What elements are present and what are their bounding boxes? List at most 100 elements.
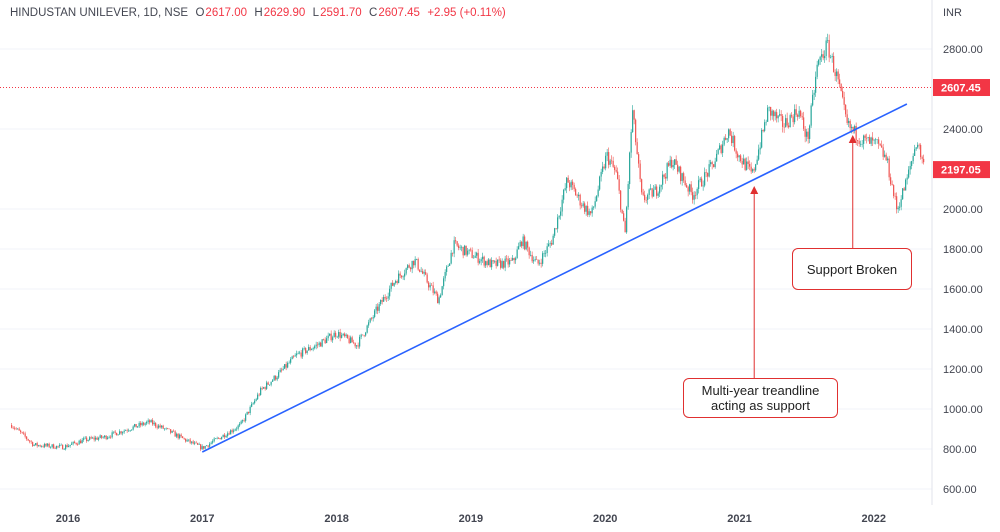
candle bbox=[381, 297, 383, 305]
candle bbox=[483, 255, 485, 268]
candle bbox=[324, 337, 326, 345]
candle bbox=[606, 148, 608, 162]
candle bbox=[461, 245, 463, 252]
candle bbox=[425, 269, 427, 276]
candle bbox=[90, 435, 92, 440]
y-tick-label: 600.00 bbox=[943, 484, 977, 496]
candle bbox=[533, 256, 535, 264]
y-tick-label: 1000.00 bbox=[943, 404, 983, 416]
trendline[interactable] bbox=[201, 103, 908, 453]
candle bbox=[864, 134, 866, 141]
candle bbox=[26, 435, 28, 441]
candle bbox=[342, 333, 344, 337]
candle bbox=[555, 228, 557, 230]
annotation-trendline-support[interactable]: Multi-year treandline acting as support bbox=[683, 378, 838, 418]
candle bbox=[192, 439, 194, 445]
candle bbox=[765, 119, 767, 126]
candle bbox=[686, 183, 688, 188]
candle bbox=[363, 334, 365, 338]
candle bbox=[335, 330, 337, 340]
candle bbox=[35, 442, 37, 446]
candle bbox=[525, 241, 527, 251]
candle bbox=[231, 428, 233, 434]
candle bbox=[504, 255, 506, 272]
last-price-label: 2197.05 bbox=[933, 161, 990, 179]
candle bbox=[683, 171, 685, 183]
candle bbox=[227, 431, 229, 438]
close-value: 2607.45 bbox=[378, 7, 420, 19]
candle bbox=[623, 210, 625, 222]
candle bbox=[641, 178, 643, 195]
candle bbox=[644, 190, 646, 203]
candle bbox=[725, 134, 727, 141]
candle bbox=[180, 433, 182, 438]
candle bbox=[908, 166, 910, 179]
candle bbox=[263, 386, 265, 389]
candle bbox=[204, 445, 206, 450]
candle bbox=[321, 338, 323, 348]
candle bbox=[462, 246, 464, 259]
candle bbox=[813, 89, 815, 101]
candle bbox=[62, 444, 64, 450]
candle bbox=[849, 119, 851, 132]
candle bbox=[41, 445, 43, 448]
candle bbox=[323, 338, 325, 341]
candle bbox=[378, 302, 380, 314]
candle bbox=[659, 184, 661, 198]
candle bbox=[713, 164, 715, 168]
candle bbox=[188, 439, 190, 442]
candle bbox=[776, 108, 778, 123]
candle bbox=[185, 438, 187, 443]
y-tick-label: 2400.00 bbox=[943, 124, 983, 136]
candle bbox=[561, 195, 563, 217]
time-axis[interactable]: 2016 2017 2018 2019 2020 2021 2022 bbox=[56, 513, 886, 525]
candle bbox=[780, 110, 782, 122]
candle bbox=[729, 128, 731, 137]
candle bbox=[819, 55, 821, 65]
candle bbox=[126, 428, 128, 433]
candle bbox=[29, 439, 31, 444]
candle bbox=[354, 342, 356, 349]
candle bbox=[183, 437, 185, 440]
candle bbox=[267, 381, 269, 386]
candle bbox=[506, 255, 508, 262]
candle bbox=[215, 438, 217, 440]
candle bbox=[386, 296, 388, 302]
price-axis[interactable]: 2800.00 2400.00 2000.00 1800.00 1600.00 1400.… bbox=[943, 44, 983, 496]
candle bbox=[690, 181, 692, 196]
candle bbox=[797, 113, 799, 121]
candle bbox=[221, 436, 223, 440]
candle bbox=[294, 353, 296, 357]
candle bbox=[80, 438, 82, 444]
candle bbox=[761, 128, 763, 149]
candle bbox=[675, 155, 677, 165]
candle bbox=[83, 436, 85, 442]
candle bbox=[344, 332, 346, 338]
candle bbox=[537, 259, 539, 266]
candle bbox=[576, 193, 578, 199]
candle bbox=[105, 435, 107, 441]
annotation-support-broken[interactable]: Support Broken bbox=[792, 248, 912, 290]
candle bbox=[575, 187, 577, 196]
candle bbox=[125, 429, 127, 431]
candle bbox=[515, 256, 517, 264]
candle bbox=[441, 285, 443, 296]
candle bbox=[782, 114, 784, 133]
candle bbox=[404, 269, 406, 281]
candle bbox=[179, 433, 181, 440]
candle bbox=[261, 386, 263, 391]
candle bbox=[72, 441, 74, 446]
candle bbox=[108, 435, 110, 439]
candle bbox=[894, 192, 896, 200]
candle bbox=[266, 380, 268, 390]
candle bbox=[246, 411, 248, 416]
candle bbox=[734, 134, 736, 152]
candle bbox=[489, 258, 491, 268]
candle bbox=[773, 109, 775, 122]
candle bbox=[626, 205, 628, 234]
candle bbox=[120, 430, 122, 435]
candle bbox=[831, 53, 833, 63]
candle bbox=[420, 267, 422, 273]
candle bbox=[692, 187, 694, 204]
